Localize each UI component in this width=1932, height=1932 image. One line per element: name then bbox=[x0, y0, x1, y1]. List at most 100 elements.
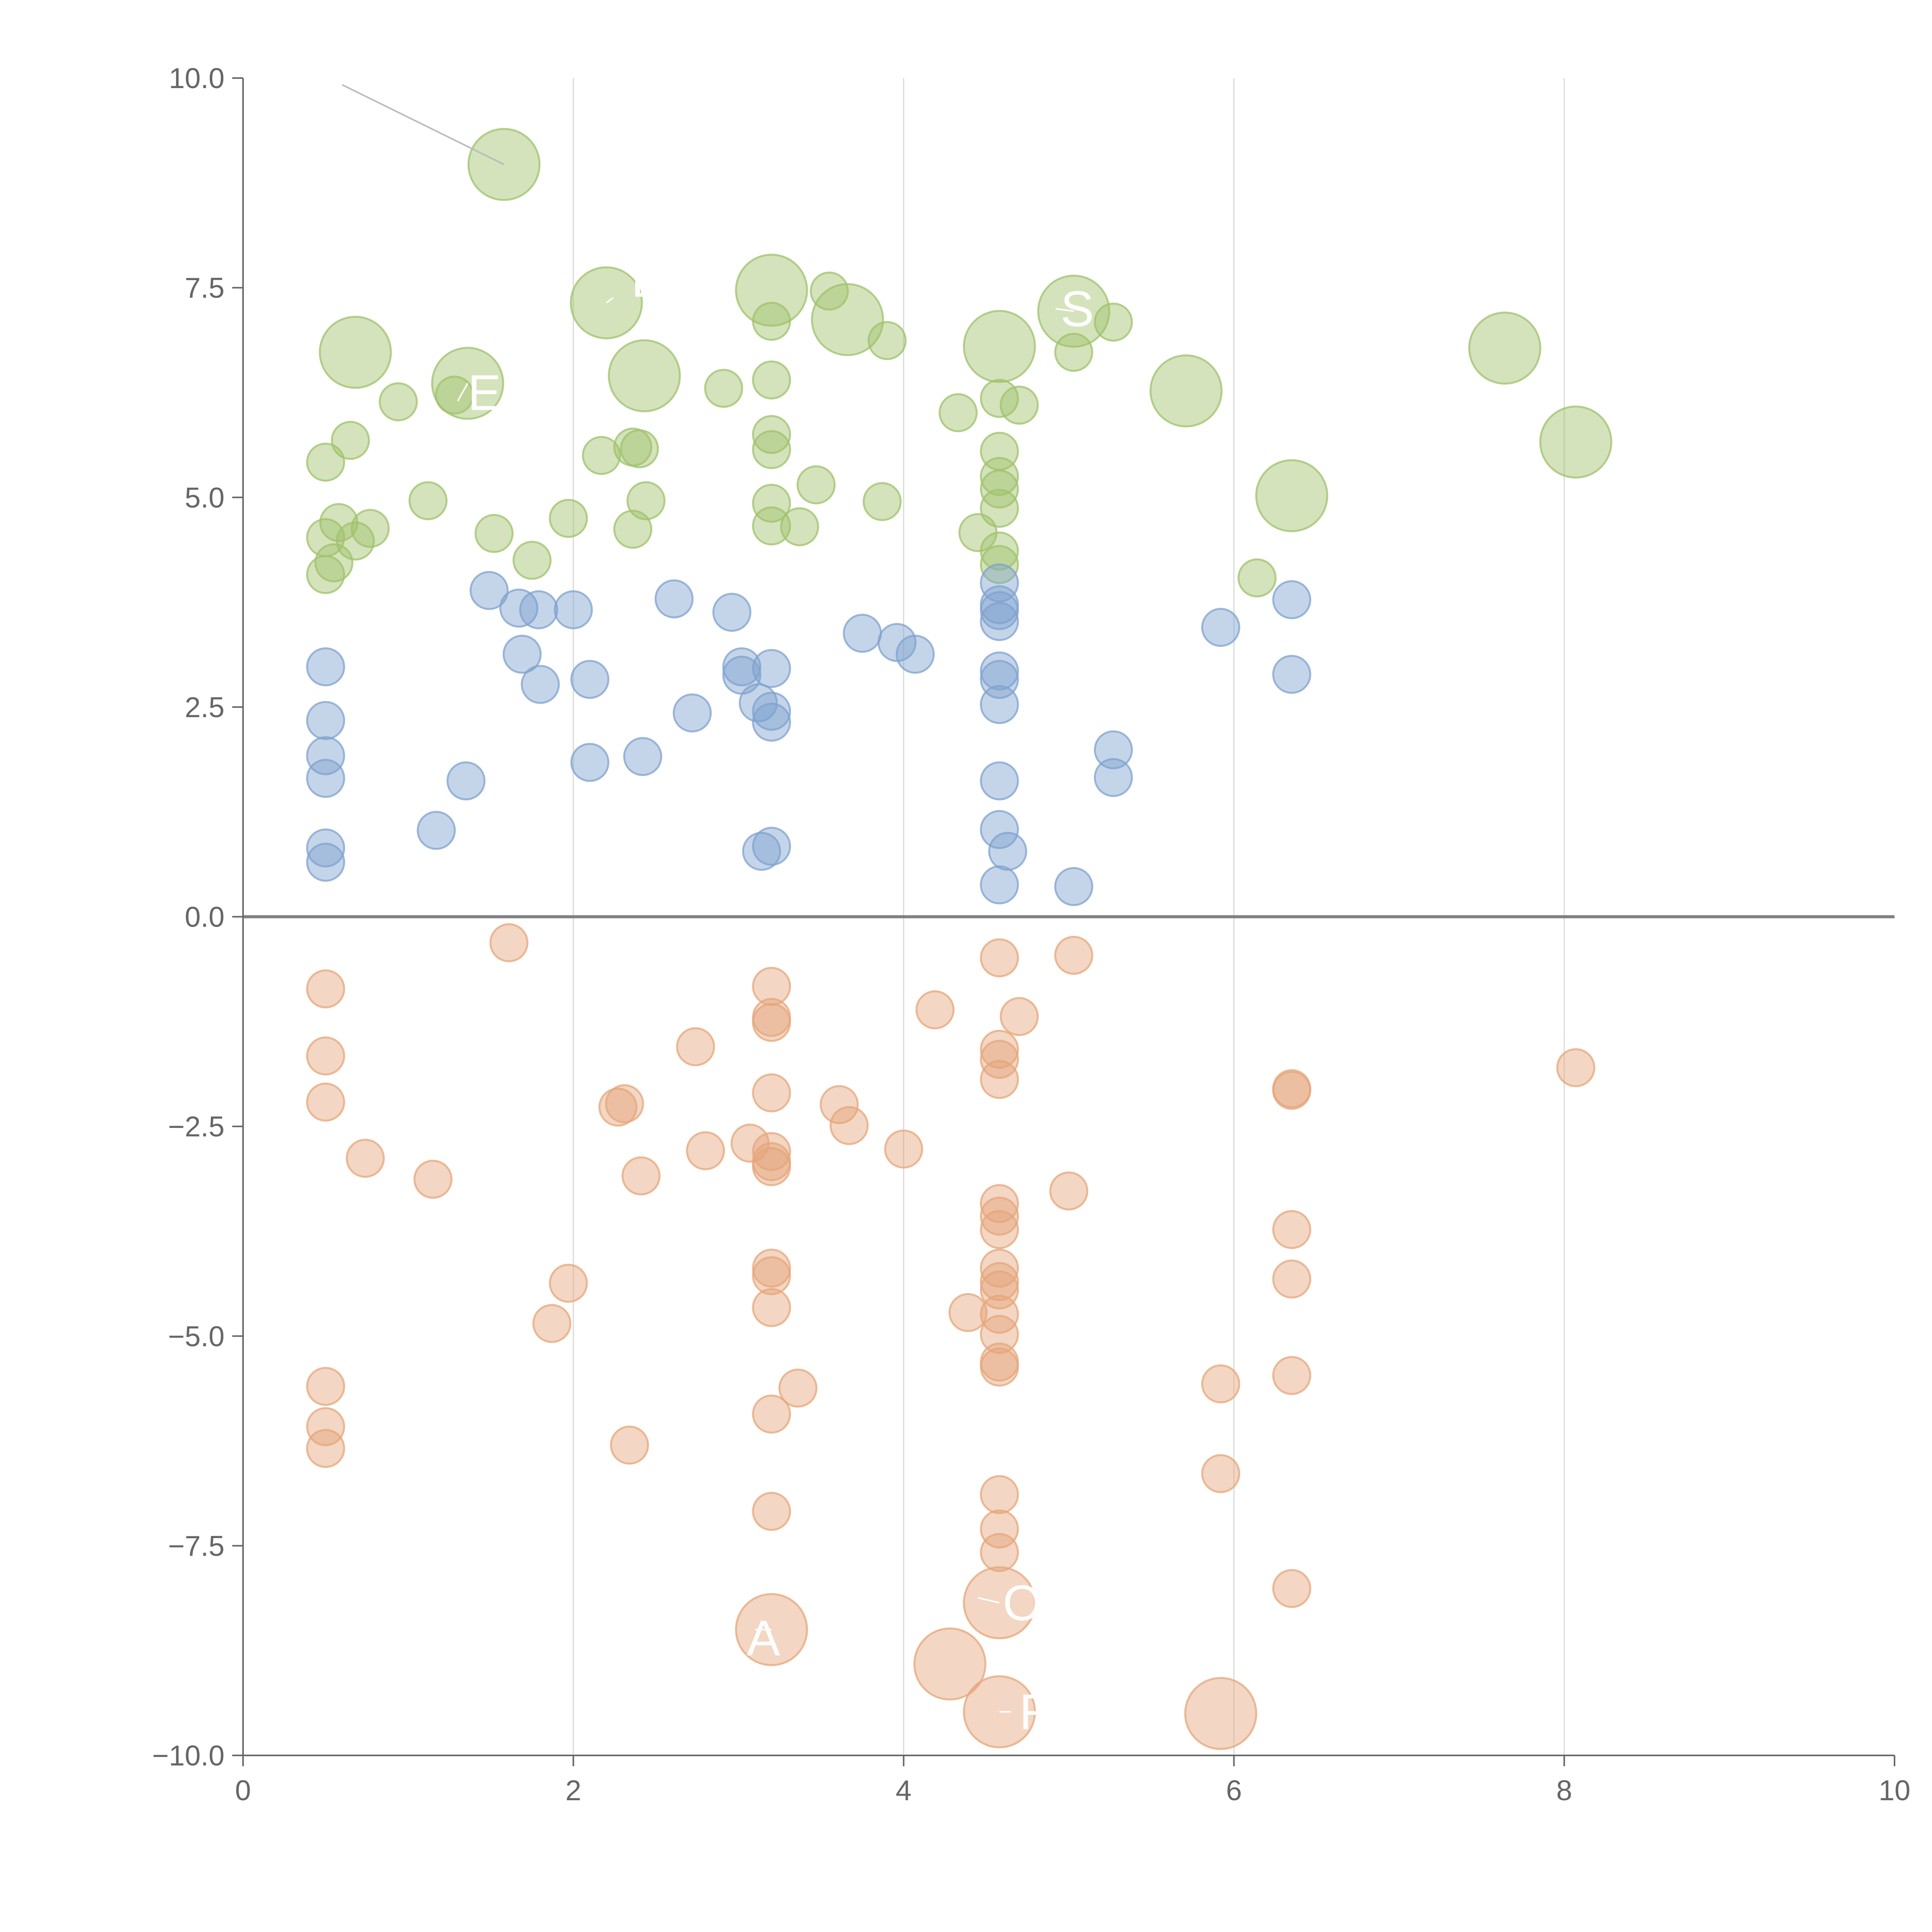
bubble-orange[interactable] bbox=[549, 1264, 588, 1303]
bubble-green[interactable] bbox=[780, 507, 819, 546]
bubble-blue[interactable] bbox=[752, 649, 791, 688]
bubble-blue[interactable] bbox=[570, 743, 610, 782]
bubble-blue[interactable] bbox=[843, 614, 882, 653]
bubble-blue[interactable] bbox=[520, 665, 560, 704]
bubble-green[interactable] bbox=[980, 488, 1019, 528]
bubble-blue[interactable] bbox=[673, 693, 712, 733]
bubble-green[interactable] bbox=[512, 541, 552, 580]
bubble-orange[interactable] bbox=[413, 1160, 453, 1199]
bubble-blue[interactable] bbox=[306, 736, 345, 776]
bubble-green[interactable] bbox=[467, 128, 541, 201]
bubble-green[interactable] bbox=[314, 543, 354, 583]
bubble-orange[interactable] bbox=[980, 1039, 1019, 1079]
bubble-blue[interactable] bbox=[1054, 867, 1094, 906]
bubble-orange[interactable] bbox=[915, 990, 955, 1029]
bubble-orange[interactable] bbox=[980, 1533, 1019, 1572]
bubble-green[interactable] bbox=[752, 430, 791, 469]
bubble-orange[interactable] bbox=[913, 1627, 986, 1701]
bubble-orange[interactable] bbox=[980, 1210, 1019, 1249]
bubble-orange[interactable] bbox=[306, 1036, 345, 1076]
bubble-green[interactable] bbox=[1000, 385, 1039, 425]
bubble-blue[interactable] bbox=[752, 702, 791, 742]
bubble-orange[interactable] bbox=[752, 1073, 791, 1112]
bubble-blue[interactable] bbox=[980, 602, 1019, 641]
bubble-orange[interactable] bbox=[980, 1315, 1019, 1354]
bubble-green[interactable] bbox=[796, 465, 836, 505]
bubble-green[interactable] bbox=[752, 506, 791, 546]
bubble-orange[interactable] bbox=[980, 1475, 1019, 1514]
bubble-orange[interactable] bbox=[980, 1060, 1019, 1099]
bubble-green[interactable] bbox=[608, 339, 681, 413]
bubble-orange[interactable] bbox=[532, 1304, 571, 1343]
bubble-blue[interactable] bbox=[742, 832, 781, 871]
bubble-orange[interactable] bbox=[686, 1131, 725, 1170]
bubble-orange[interactable] bbox=[752, 1395, 791, 1434]
bubble-green[interactable] bbox=[549, 499, 588, 538]
bubble-orange[interactable] bbox=[752, 1288, 791, 1327]
bubble-green[interactable] bbox=[319, 316, 392, 389]
bubble-orange[interactable] bbox=[489, 923, 529, 963]
bubble-orange[interactable] bbox=[752, 967, 791, 1006]
bubble-green[interactable] bbox=[735, 253, 808, 327]
bubble-green[interactable] bbox=[1054, 333, 1094, 372]
bubble-blue[interactable] bbox=[1272, 655, 1311, 694]
bubble-orange[interactable] bbox=[752, 1003, 791, 1042]
bubble-orange[interactable] bbox=[980, 1509, 1019, 1549]
bubble-blue[interactable] bbox=[446, 761, 486, 801]
bubble-green[interactable] bbox=[980, 457, 1019, 496]
bubble-blue[interactable] bbox=[623, 737, 662, 776]
bubble-blue[interactable] bbox=[988, 832, 1027, 871]
bubble-orange[interactable] bbox=[980, 1196, 1019, 1236]
bubble-orange[interactable] bbox=[980, 1294, 1019, 1334]
bubble-orange[interactable] bbox=[778, 1368, 818, 1408]
bubble-blue[interactable] bbox=[752, 692, 791, 731]
bubble-green[interactable] bbox=[1149, 354, 1223, 428]
bubble-blue[interactable] bbox=[980, 651, 1019, 691]
bubble-green[interactable] bbox=[613, 510, 653, 549]
bubble-orange[interactable] bbox=[752, 1492, 791, 1531]
bubble-blue[interactable] bbox=[502, 634, 542, 674]
bubble-orange[interactable] bbox=[598, 1087, 638, 1127]
bubble-blue[interactable] bbox=[1272, 580, 1311, 619]
bubble-blue[interactable] bbox=[655, 579, 694, 619]
bubble-orange[interactable] bbox=[605, 1084, 644, 1124]
bubble-orange[interactable] bbox=[1272, 1356, 1311, 1395]
bubble-orange[interactable] bbox=[1272, 1569, 1311, 1608]
bubble-green[interactable] bbox=[350, 509, 390, 548]
bubble-orange[interactable] bbox=[1272, 1071, 1311, 1110]
bubble-orange[interactable] bbox=[980, 1029, 1019, 1069]
bubble-orange[interactable] bbox=[752, 1147, 791, 1186]
bubble-green[interactable] bbox=[752, 415, 791, 454]
bubble-orange[interactable] bbox=[1184, 1677, 1257, 1750]
bubble-orange[interactable] bbox=[752, 1132, 791, 1171]
bubble-blue[interactable] bbox=[519, 590, 558, 629]
bubble-green[interactable] bbox=[752, 483, 791, 523]
bubble-orange[interactable] bbox=[948, 1293, 988, 1332]
bubble-orange[interactable] bbox=[1556, 1048, 1595, 1087]
bubble-orange[interactable] bbox=[830, 1106, 869, 1145]
bubble-green[interactable] bbox=[939, 393, 978, 432]
bubble-orange[interactable] bbox=[1272, 1259, 1311, 1299]
bubble-orange[interactable] bbox=[980, 1347, 1019, 1387]
bubble-green[interactable] bbox=[963, 310, 1036, 383]
bubble-orange[interactable] bbox=[610, 1425, 649, 1465]
bubble-blue[interactable] bbox=[306, 842, 345, 882]
bubble-green[interactable] bbox=[752, 360, 791, 400]
bubble-blue[interactable] bbox=[980, 810, 1019, 849]
bubble-blue[interactable] bbox=[980, 591, 1019, 630]
bubble-blue[interactable] bbox=[306, 701, 345, 740]
bubble-green[interactable] bbox=[331, 421, 370, 460]
bubble-blue[interactable] bbox=[980, 865, 1019, 905]
bubble-green[interactable] bbox=[811, 283, 884, 356]
bubble-green[interactable] bbox=[620, 429, 659, 468]
bubble-orange[interactable] bbox=[980, 1262, 1019, 1301]
bubble-blue[interactable] bbox=[306, 647, 345, 687]
bubble-blue[interactable] bbox=[1201, 608, 1240, 647]
bubble-green[interactable] bbox=[1255, 459, 1328, 532]
bubble-orange[interactable] bbox=[1272, 1210, 1311, 1249]
bubble-orange[interactable] bbox=[676, 1027, 715, 1066]
bubble-green[interactable] bbox=[704, 369, 743, 408]
bubble-blue[interactable] bbox=[896, 634, 935, 674]
bubble-blue[interactable] bbox=[469, 571, 509, 610]
bubble-orange[interactable] bbox=[306, 1407, 345, 1446]
